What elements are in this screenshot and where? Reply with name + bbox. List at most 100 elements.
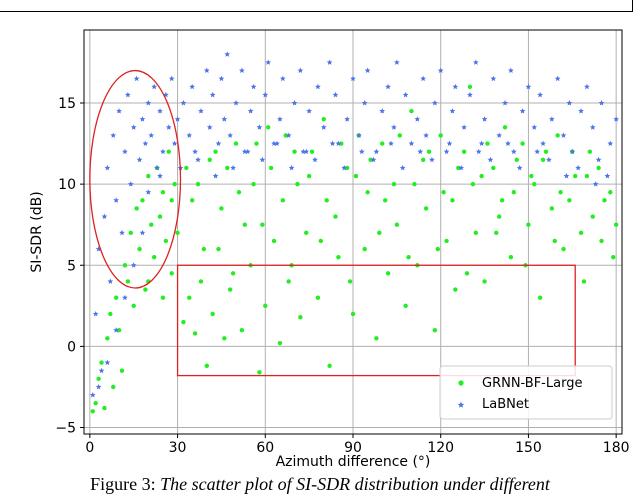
- grnn-point-81: [450, 198, 455, 203]
- labnet-point-133: [475, 148, 482, 155]
- grnn-point-33: [192, 331, 198, 336]
- labnet-point-76: [414, 116, 421, 122]
- labnet-point-5: [104, 164, 111, 171]
- labnet-point-74: [402, 91, 409, 98]
- grnn-point-74: [409, 108, 414, 114]
- grnn-point-98: [549, 206, 555, 211]
- grnn-point-60: [327, 363, 332, 369]
- labnet-point-42: [227, 132, 234, 138]
- y-tick-label-10: 10: [58, 177, 76, 193]
- grnn-point-141: [587, 149, 593, 154]
- labnet-point-107: [595, 156, 602, 163]
- grnn-point-145: [260, 222, 265, 227]
- grnn-point-30: [181, 319, 186, 325]
- grnn-point-95: [532, 181, 537, 187]
- grnn-point-99: [555, 133, 560, 138]
- labnet-point-143: [95, 383, 102, 390]
- grnn-point-80: [444, 238, 449, 244]
- labnet-point-108: [598, 100, 605, 106]
- labnet-point-79: [432, 100, 438, 106]
- grnn-point-153: [494, 230, 499, 236]
- grnn-point-87: [482, 279, 487, 284]
- labnet-point-13: [127, 181, 134, 187]
- grnn-point-97: [540, 157, 546, 162]
- annotation-ellipse: [89, 69, 182, 289]
- labnet-point-15: [133, 75, 140, 82]
- x-tick-label-0: 0: [85, 440, 94, 456]
- grnn-point-156: [581, 279, 587, 284]
- grnn-point-135: [499, 198, 505, 203]
- grnn-point-28: [172, 181, 177, 187]
- grnn-point-50: [271, 238, 277, 244]
- labnet-point-128: [399, 164, 406, 171]
- labnet-point-97: [537, 91, 543, 98]
- y-tick-label-0: 0: [67, 339, 76, 355]
- labnet-point-27: [168, 75, 175, 82]
- grnn-point-48: [263, 303, 268, 309]
- grnn-point-41: [227, 287, 233, 292]
- labnet-point-77: [420, 75, 427, 82]
- grnn-point-73: [403, 303, 408, 309]
- labnet-point-102: [566, 100, 573, 106]
- labnet-point-51: [271, 140, 277, 146]
- legend: GRNN-BF-Large LaBNet: [439, 365, 613, 420]
- labnet-point-110: [613, 116, 620, 122]
- grnn-point-12: [125, 279, 131, 284]
- labnet-point-134: [487, 156, 494, 163]
- labnet-point-11: [122, 148, 128, 155]
- labnet-point-23: [157, 108, 163, 114]
- labnet-point-32: [189, 83, 196, 90]
- labnet-point-125: [358, 148, 365, 155]
- grnn-point-78: [432, 327, 438, 333]
- grnn-point-15: [134, 206, 139, 211]
- labnet-point-98: [540, 140, 546, 146]
- labnet-point-10: [119, 229, 125, 236]
- grnn-point-25: [163, 238, 169, 244]
- grnn-point-139: [558, 190, 563, 195]
- grnn-point-134: [485, 141, 490, 146]
- grnn-point-157: [611, 254, 616, 260]
- labnet-point-95: [525, 83, 532, 90]
- grnn-point-142: [602, 198, 607, 203]
- x-tick-label-90: 90: [344, 440, 362, 456]
- grnn-point-96: [537, 295, 543, 300]
- grnn-point-150: [406, 254, 411, 260]
- grnn-point-14: [131, 303, 136, 309]
- grnn-point-24: [160, 190, 166, 195]
- grnn-point-112: [169, 198, 174, 203]
- labnet-point-145: [113, 327, 120, 333]
- grnn-point-144: [230, 271, 236, 276]
- labnet-point-105: [584, 83, 590, 90]
- grnn-point-118: [254, 141, 259, 146]
- grnn-point-49: [266, 125, 271, 130]
- grnn-point-117: [236, 190, 242, 195]
- labnet-point-39: [218, 75, 225, 82]
- labnet-point-38: [215, 140, 222, 146]
- labnet-point-144: [104, 359, 111, 366]
- labnet-point-28: [171, 140, 178, 146]
- grnn-point-58: [315, 295, 321, 300]
- labnet-point-118: [259, 156, 266, 163]
- grnn-point-68: [374, 336, 379, 341]
- figure-caption: Figure 3: The scatter plot of SI-SDR dis…: [0, 474, 640, 495]
- grnn-point-53: [286, 279, 291, 284]
- grnn-point-17: [140, 198, 145, 203]
- labnet-point-24: [160, 148, 166, 155]
- labnet-point-46: [247, 108, 254, 114]
- grnn-point-77: [423, 206, 429, 211]
- labnet-point-119: [274, 140, 280, 146]
- labnet-point-71: [385, 83, 391, 90]
- labnet-point-41: [224, 51, 231, 57]
- grnn-point-70: [385, 271, 391, 276]
- labnet-point-94: [519, 108, 526, 114]
- labnet-point-60: [320, 124, 327, 130]
- grnn-point-63: [344, 165, 350, 171]
- labnet-point-37: [209, 91, 216, 98]
- grnn-point-79: [438, 133, 443, 138]
- labnet-point-2: [95, 246, 102, 252]
- grnn-point-76: [420, 157, 426, 162]
- grnn-point-130: [426, 149, 432, 154]
- grnn-point-67: [365, 190, 370, 195]
- grnn-point-34: [198, 279, 204, 284]
- labnet-point-93: [510, 148, 517, 155]
